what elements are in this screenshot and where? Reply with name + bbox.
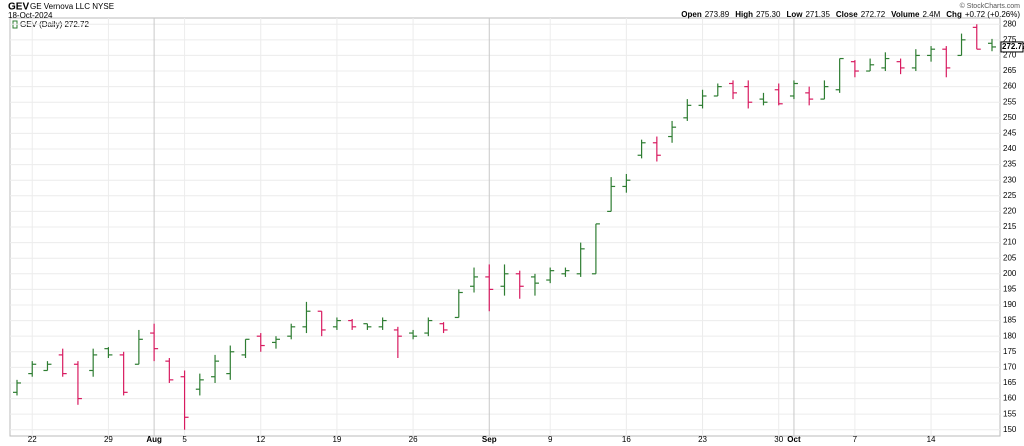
company: GE Vernova LLC NYSE (30, 2, 114, 11)
quote-label: Close (836, 10, 858, 19)
y-tick-label: 165 (1003, 378, 1017, 387)
x-tick-label: 5 (182, 435, 187, 444)
y-tick-label: 210 (1003, 238, 1017, 247)
x-tick-label: 23 (698, 435, 707, 444)
quote-label: Chg (946, 10, 962, 19)
x-tick-label: 26 (409, 435, 418, 444)
quote-value: 275.30 (756, 10, 781, 19)
quote-value: 271.35 (805, 10, 830, 19)
y-tick-label: 150 (1003, 425, 1017, 434)
quote-label: Low (786, 10, 803, 19)
quote-value: 273.89 (705, 10, 730, 19)
x-tick-label: 29 (104, 435, 113, 444)
y-tick-label: 260 (1003, 82, 1017, 91)
last-price-box (1000, 41, 1024, 53)
y-tick-label: 220 (1003, 207, 1017, 216)
y-tick-label: 235 (1003, 160, 1017, 169)
y-tick-label: 205 (1003, 253, 1017, 262)
y-tick-label: 180 (1003, 331, 1017, 340)
y-tick-label: 195 (1003, 284, 1017, 293)
y-tick-label: 275 (1003, 35, 1017, 44)
x-tick-label: 14 (927, 435, 936, 444)
y-tick-label: 270 (1003, 51, 1017, 60)
x-tick-label: 16 (622, 435, 631, 444)
x-tick-label: Aug (146, 435, 162, 444)
quote: Open 273.89 High 275.30 Low 271.35 Close 272.72… (681, 10, 1020, 19)
quote-value: 2.4M (922, 10, 940, 19)
y-tick-label: 245 (1003, 129, 1017, 138)
y-tick-label: 230 (1003, 175, 1017, 184)
y-tick-label: 160 (1003, 394, 1017, 403)
y-tick-label: 240 (1003, 144, 1017, 153)
x-tick-label: 22 (28, 435, 37, 444)
y-tick-label: 215 (1003, 222, 1017, 231)
credit: © StockCharts.com (960, 2, 1021, 10)
y-tick-label: 200 (1003, 269, 1017, 278)
quote-value: +0.72 (+0.26%) (965, 10, 1020, 19)
y-tick-label: 280 (1003, 19, 1017, 28)
symbol: GEV (8, 2, 29, 13)
y-tick-label: 265 (1003, 66, 1017, 75)
x-tick-label: 19 (332, 435, 341, 444)
last-price: 272.72 (1002, 42, 1024, 51)
y-tick-label: 255 (1003, 97, 1017, 106)
quote-label: Open (681, 10, 702, 19)
y-tick-label: 175 (1003, 347, 1017, 356)
x-tick-label: Sep (482, 435, 497, 444)
quote-label: High (735, 10, 753, 19)
x-tick-label: 7 (853, 435, 858, 444)
y-tick-label: 225 (1003, 191, 1017, 200)
x-tick-label: Oct (787, 435, 801, 444)
quote-label: Volume (891, 10, 920, 19)
x-tick-label: 12 (256, 435, 265, 444)
quote-value: 272.72 (861, 10, 886, 19)
y-tick-label: 170 (1003, 362, 1017, 371)
x-tick-label: 30 (774, 435, 783, 444)
y-tick-label: 250 (1003, 113, 1017, 122)
y-tick-label: 190 (1003, 300, 1017, 309)
y-tick-label: 185 (1003, 316, 1017, 325)
date: 18-Oct-2024 (8, 11, 53, 20)
y-tick-label: 155 (1003, 409, 1017, 418)
x-tick-label: 9 (548, 435, 553, 444)
